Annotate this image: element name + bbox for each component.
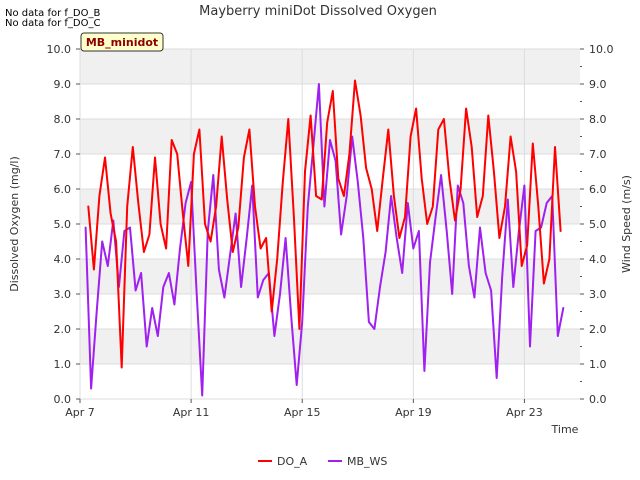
x-tick-label: Apr 11	[173, 406, 210, 419]
no-data-note-b: No data for f_DO_B	[5, 8, 101, 19]
y-axis-label-left: Dissolved Oxygen (mg/l)	[8, 156, 21, 291]
y-tick-label-right: 3.0	[589, 288, 607, 301]
y-tick-label-left: 6.0	[54, 183, 72, 196]
y-tick-label-left: 4.0	[54, 253, 72, 266]
y-tick-label-left: 1.0	[54, 358, 72, 371]
y-tick-label-right: 9.0	[589, 78, 607, 91]
y-tick-label-right: 0.0	[589, 393, 607, 406]
legend-label-mb-ws: MB_WS	[347, 455, 387, 468]
y-tick-label-left: 2.0	[54, 323, 72, 336]
y-tick-label-left: 0.0	[54, 393, 72, 406]
y-tick-label-left: 10.0	[47, 43, 72, 56]
grid-band	[80, 49, 580, 84]
y-axis-label-right: Wind Speed (m/s)	[620, 175, 633, 273]
legend-label-do-a: DO_A	[277, 455, 308, 468]
x-tick-label: Apr 19	[395, 406, 432, 419]
grid-band	[80, 259, 580, 294]
y-tick-label-right: 6.0	[589, 183, 607, 196]
y-tick-label-left: 7.0	[54, 148, 72, 161]
badge-label: MB_minidot	[86, 36, 158, 49]
series-line-mb-ws	[84, 83, 565, 397]
chart-title: Mayberry miniDot Dissolved Oxygen	[199, 4, 437, 19]
series-line-do-a	[87, 79, 562, 369]
y-tick-label-right: 10.0	[589, 43, 614, 56]
y-tick-label-right: 8.0	[589, 113, 607, 126]
y-tick-label-right: 5.0	[589, 218, 607, 231]
y-tick-label-left: 8.0	[54, 113, 72, 126]
x-axis-label: Time	[551, 423, 579, 436]
y-tick-label-left: 3.0	[54, 288, 72, 301]
y-tick-label-right: 4.0	[589, 253, 607, 266]
grid-band	[80, 329, 580, 364]
y-tick-label-left: 5.0	[54, 218, 72, 231]
badge-box	[80, 32, 164, 52]
y-tick-label-right: 1.0	[589, 358, 607, 371]
y-tick-label-right: 7.0	[589, 148, 607, 161]
y-tick-label-right: 2.0	[589, 323, 607, 336]
x-tick-label: Apr 23	[506, 406, 543, 419]
no-data-note-c: No data for f_DO_C	[5, 18, 101, 29]
x-tick-label: Apr 15	[284, 406, 321, 419]
x-tick-label: Apr 7	[65, 406, 95, 419]
y-tick-label-left: 9.0	[54, 78, 72, 91]
